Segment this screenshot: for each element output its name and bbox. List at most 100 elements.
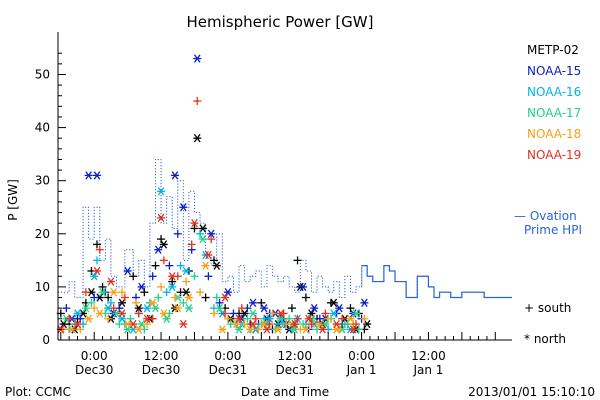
point-noaa-16-south	[162, 288, 171, 297]
x-tick-label: 12:00	[277, 349, 312, 363]
point-noaa-17-south	[243, 314, 252, 323]
point-noaa-16-south	[176, 261, 185, 270]
point-noaa-19-south	[95, 245, 104, 254]
point-noaa-16-south	[106, 298, 115, 307]
legend-entry-noaa-17: NOAA-17	[527, 106, 581, 120]
point-metp-02-north	[307, 309, 316, 318]
point-noaa-19-north	[204, 250, 213, 260]
point-noaa-16-north	[157, 187, 166, 196]
legend-ovation-line2: Prime HPI	[524, 223, 582, 237]
point-noaa-16-north	[73, 309, 82, 318]
legend-entry-noaa-16: NOAA-16	[527, 85, 581, 99]
footer-timestamp: 2013/01/01 15:10:10	[468, 385, 595, 399]
point-noaa-19-north	[129, 319, 138, 329]
point-noaa-18-north	[346, 314, 355, 323]
axes: 010203040500:00Dec3012:00Dec300:00Dec311…	[35, 32, 512, 377]
point-noaa-18-north	[134, 325, 143, 334]
point-noaa-18-south	[76, 325, 85, 334]
point-noaa-17-south	[154, 293, 163, 302]
point-noaa-16-north	[143, 303, 152, 313]
point-metp-02-south	[209, 256, 218, 265]
point-noaa-15-north	[207, 229, 216, 238]
point-noaa-18-south	[360, 314, 369, 323]
point-noaa-18-south	[182, 277, 191, 286]
point-noaa-17-north	[352, 309, 361, 318]
point-noaa-15-north	[310, 303, 319, 313]
point-noaa-18-south	[131, 298, 140, 307]
point-metp-02-south	[151, 261, 160, 270]
point-noaa-15-south	[76, 314, 85, 323]
point-noaa-19-south	[338, 314, 347, 323]
point-noaa-19-south	[265, 320, 274, 329]
x-tick-label: 12:00	[411, 349, 446, 363]
point-noaa-19-south	[187, 240, 196, 249]
point-noaa-19-south	[81, 288, 90, 297]
point-noaa-18-south	[157, 282, 166, 291]
point-noaa-18-north	[246, 325, 255, 334]
x-tick-sublabel: Dec31	[209, 363, 248, 377]
point-metp-02-south	[293, 256, 302, 265]
point-noaa-19-north	[190, 218, 199, 228]
point-noaa-17-south	[179, 298, 188, 307]
point-noaa-19-south	[237, 304, 246, 313]
point-noaa-15-south	[62, 304, 71, 313]
point-noaa-18-north	[109, 288, 118, 297]
point-noaa-17-north	[151, 303, 160, 313]
point-noaa-17-south	[190, 272, 199, 281]
point-metp-02-north	[212, 261, 221, 270]
y-axis-label: P [GW]	[6, 179, 20, 221]
legend-entry-noaa-19: NOAA-19	[527, 148, 581, 162]
point-noaa-15-north	[299, 282, 308, 292]
point-metp-02-north	[240, 309, 249, 318]
point-metp-02-north	[159, 240, 168, 249]
point-noaa-19-south	[120, 293, 129, 302]
point-noaa-17-south	[212, 293, 221, 302]
point-noaa-19-north	[118, 309, 127, 318]
point-noaa-18-north	[173, 303, 182, 313]
point-noaa-16-north	[90, 272, 99, 281]
point-noaa-17-south	[126, 314, 135, 323]
point-noaa-18-north	[201, 261, 210, 270]
point-noaa-18-south	[143, 320, 152, 329]
point-noaa-18-north	[301, 325, 310, 334]
y-tick-label: 20	[35, 227, 50, 241]
point-noaa-19-north	[235, 314, 244, 323]
point-noaa-18-south	[90, 304, 99, 313]
x-tick-sublabel: Dec30	[142, 363, 181, 377]
point-noaa-15-south	[148, 272, 157, 281]
point-metp-02-south	[104, 293, 113, 302]
point-noaa-17-north	[98, 288, 107, 297]
point-noaa-17-north	[198, 234, 207, 244]
legend-entry-noaa-15: NOAA-15	[527, 64, 581, 78]
point-noaa-18-north	[95, 309, 104, 318]
point-noaa-15-north	[223, 288, 232, 297]
legend-entry-metp-02: METP-02	[527, 43, 579, 57]
point-metp-02-north	[363, 319, 372, 329]
point-noaa-17-north	[248, 309, 257, 318]
point-noaa-18-north	[84, 314, 93, 323]
y-tick-label: 0	[42, 333, 50, 347]
point-metp-02-south	[168, 277, 177, 286]
point-noaa-19-north	[304, 314, 313, 323]
point-metp-02-south	[129, 272, 138, 281]
x-tick-sublabel: Dec30	[75, 363, 114, 377]
point-noaa-16-north	[329, 309, 338, 318]
point-noaa-15-north	[84, 171, 93, 180]
point-metp-02-north	[329, 298, 338, 308]
point-noaa-19-south	[251, 314, 260, 323]
y-tick-label: 40	[35, 121, 50, 135]
point-metp-02-south	[201, 293, 210, 302]
chart-title: Hemispheric Power [GW]	[187, 13, 374, 31]
point-noaa-15-south	[90, 293, 99, 302]
point-noaa-19-north	[221, 293, 230, 302]
legend-south: + south	[524, 301, 571, 315]
footer-plot-credit: Plot: CCMC	[5, 385, 71, 399]
point-metp-02-north	[59, 319, 68, 329]
point-noaa-18-south	[170, 293, 179, 302]
point-noaa-19-north	[262, 325, 271, 334]
point-noaa-15-north	[360, 298, 369, 308]
point-noaa-16-south	[92, 256, 101, 265]
point-noaa-15-north	[137, 282, 146, 292]
point-metp-02-north	[193, 134, 202, 143]
